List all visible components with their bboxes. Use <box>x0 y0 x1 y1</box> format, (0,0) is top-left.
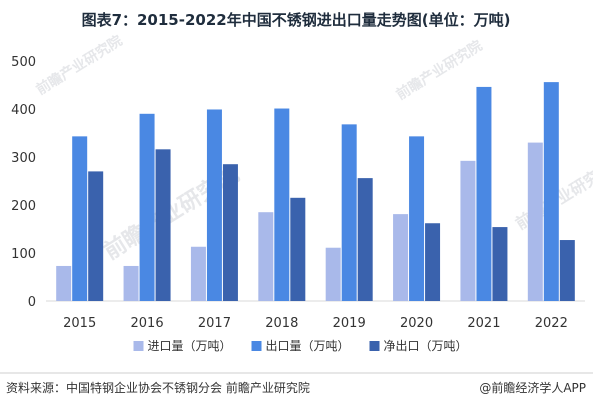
x-tick-label: 2018 <box>265 316 298 331</box>
y-tick-label: 300 <box>11 151 36 166</box>
bar <box>123 265 139 301</box>
watermark-group: 前瞻产业研究院 前瞻产业研究院 前瞻产业研究院 前瞻产业研究院 <box>33 32 593 265</box>
bar <box>206 109 222 301</box>
x-axis: 2015 2016 2017 2018 2019 2020 2021 2022 <box>46 300 585 331</box>
x-tick-label: 2015 <box>63 316 96 331</box>
watermark-logo-text: 前瞻产业研究院 <box>33 32 125 98</box>
bar <box>559 240 575 301</box>
legend-label: 进口量（万吨） <box>148 339 232 353</box>
x-tick-label: 2021 <box>467 316 500 331</box>
legend-label: 出口量（万吨） <box>266 339 350 353</box>
y-tick-label: 400 <box>11 103 36 118</box>
y-tick-label: 200 <box>11 199 36 214</box>
bar <box>222 164 238 301</box>
bar <box>543 82 559 302</box>
bar <box>341 124 357 301</box>
bar <box>460 160 476 301</box>
x-tick-label: 2017 <box>198 316 231 331</box>
x-tick-label: 2019 <box>333 316 366 331</box>
y-tick-label: 500 <box>11 55 36 70</box>
y-tick-label: 100 <box>11 247 36 262</box>
watermark-logo-text: 前瞻产业研究院 <box>99 161 243 265</box>
bar <box>72 136 88 301</box>
legend-swatch <box>133 341 144 351</box>
bar <box>139 113 155 301</box>
bar <box>155 149 171 301</box>
bar <box>190 246 206 301</box>
watermark-logo-text: 前瞻产业研究院 <box>393 37 485 103</box>
bar <box>393 214 409 301</box>
bar <box>527 142 543 301</box>
bar <box>409 136 425 301</box>
x-tick-label: 2016 <box>131 316 164 331</box>
bar <box>492 227 508 301</box>
bar <box>325 247 341 301</box>
bar <box>88 171 104 301</box>
bar <box>476 86 492 301</box>
source-note: 资料来源：中国特钢企业协会不锈钢分会 前瞻产业研究院 <box>6 380 310 395</box>
x-tick-label: 2020 <box>400 316 433 331</box>
legend-label: 净出口（万吨） <box>384 339 468 353</box>
legend: 进口量（万吨） 出口量（万吨） 净出口（万吨） <box>133 339 468 353</box>
y-tick-label: 0 <box>28 295 36 310</box>
bar-group <box>56 82 575 302</box>
legend-swatch <box>369 341 380 351</box>
legend-swatch <box>251 341 262 351</box>
chart-title: 图表7：2015-2022年中国不锈钢进出口量走势图(单位：万吨) <box>82 11 511 29</box>
brand-credit: @前瞻经济学人APP <box>479 380 586 395</box>
x-tick-label: 2022 <box>535 316 568 331</box>
y-axis: 0 100 200 300 400 500 <box>11 55 36 310</box>
bar <box>357 178 373 301</box>
bar <box>290 197 306 301</box>
bar <box>425 223 441 301</box>
bar <box>258 212 274 301</box>
bar <box>56 265 72 301</box>
bar <box>274 108 290 302</box>
